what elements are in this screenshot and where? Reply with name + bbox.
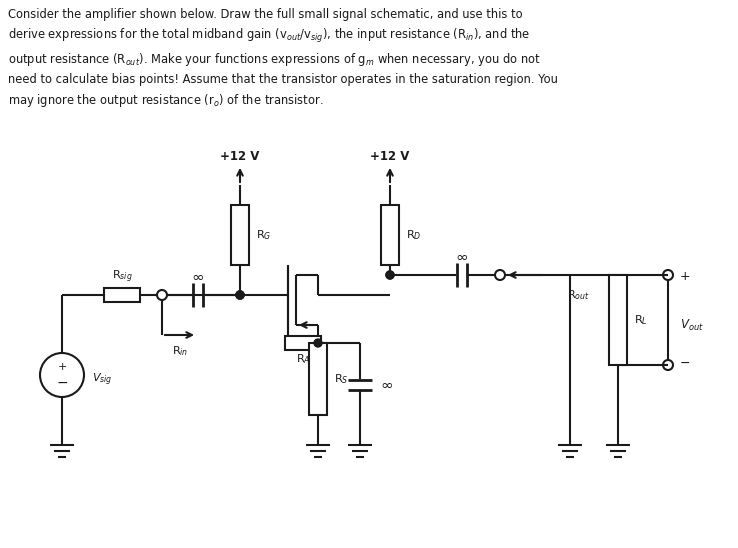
Circle shape bbox=[314, 339, 322, 347]
Text: R$_{out}$: R$_{out}$ bbox=[567, 288, 590, 302]
Text: +: + bbox=[58, 362, 66, 372]
Circle shape bbox=[236, 291, 244, 299]
Text: ∞: ∞ bbox=[192, 270, 204, 284]
Bar bbox=[609, 275, 627, 365]
Bar bbox=[381, 205, 399, 265]
Text: R$_{in}$: R$_{in}$ bbox=[172, 344, 188, 358]
Circle shape bbox=[236, 291, 244, 299]
Bar bbox=[231, 205, 249, 265]
Text: ∞: ∞ bbox=[380, 378, 393, 392]
Text: +12 V: +12 V bbox=[221, 150, 260, 163]
Text: R$_D$: R$_D$ bbox=[406, 228, 421, 242]
Text: V$_{out}$: V$_{out}$ bbox=[680, 317, 704, 333]
Circle shape bbox=[386, 271, 394, 279]
Text: R$_S$: R$_S$ bbox=[334, 372, 348, 386]
Text: −: − bbox=[56, 376, 68, 390]
Text: R$_L$: R$_L$ bbox=[634, 313, 648, 327]
Bar bbox=[309, 343, 327, 415]
Text: +: + bbox=[680, 271, 691, 283]
Circle shape bbox=[236, 291, 244, 299]
Bar bbox=[104, 288, 140, 302]
Text: R$_G$: R$_G$ bbox=[256, 228, 272, 242]
Text: R$_A$: R$_A$ bbox=[296, 352, 310, 366]
Text: −: − bbox=[680, 357, 691, 369]
Bar bbox=[285, 336, 321, 350]
Text: ∞: ∞ bbox=[455, 249, 469, 265]
Text: V$_{sig}$: V$_{sig}$ bbox=[92, 372, 113, 388]
Text: R$_{sig}$: R$_{sig}$ bbox=[111, 269, 132, 285]
Circle shape bbox=[386, 271, 394, 279]
Text: +12 V: +12 V bbox=[370, 150, 410, 163]
Text: Consider the amplifier shown below. Draw the full small signal schematic, and us: Consider the amplifier shown below. Draw… bbox=[8, 8, 558, 109]
